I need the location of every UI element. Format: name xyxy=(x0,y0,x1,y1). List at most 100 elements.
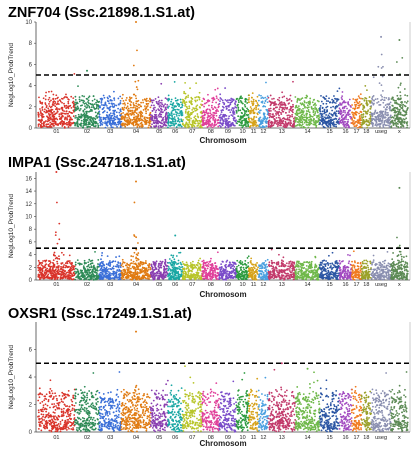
data-point xyxy=(164,114,167,117)
data-point xyxy=(109,99,112,102)
data-point xyxy=(303,101,306,104)
data-point xyxy=(239,116,242,119)
data-point xyxy=(330,113,333,116)
peak-top-point xyxy=(86,69,89,72)
data-point xyxy=(47,123,50,126)
peak-point xyxy=(53,271,56,273)
data-point xyxy=(42,97,45,100)
data-point xyxy=(69,266,72,269)
data-point xyxy=(40,122,43,125)
data-point xyxy=(201,123,204,126)
peak-point xyxy=(173,258,176,261)
chromosome-14-points xyxy=(294,94,321,129)
data-point xyxy=(66,112,68,115)
data-point xyxy=(369,113,371,116)
data-point xyxy=(121,97,124,100)
data-point xyxy=(118,111,121,114)
data-point xyxy=(373,102,375,105)
data-point xyxy=(117,266,120,269)
data-point xyxy=(249,106,252,108)
data-point xyxy=(312,123,315,126)
data-point xyxy=(98,113,101,116)
data-point xyxy=(179,268,182,271)
data-point xyxy=(163,109,166,112)
data-point xyxy=(113,112,116,115)
data-point xyxy=(251,92,254,95)
data-point xyxy=(237,115,240,118)
data-point xyxy=(301,120,304,123)
data-point xyxy=(120,112,123,115)
data-point xyxy=(372,76,375,79)
data-point xyxy=(227,121,230,124)
data-point xyxy=(353,111,355,114)
data-point xyxy=(119,108,122,111)
data-point xyxy=(160,262,163,265)
data-point xyxy=(47,109,50,112)
data-point xyxy=(406,126,408,129)
data-point xyxy=(88,271,91,274)
data-point xyxy=(48,100,51,103)
data-point xyxy=(392,109,395,112)
data-point xyxy=(232,99,235,101)
data-point xyxy=(249,126,251,128)
data-point xyxy=(153,104,155,107)
chromosome-x-points xyxy=(390,39,409,129)
data-point xyxy=(257,111,260,114)
data-point xyxy=(66,117,68,119)
data-point xyxy=(283,101,285,104)
data-point xyxy=(320,112,322,115)
data-point xyxy=(190,100,193,103)
data-point xyxy=(225,119,227,122)
data-point xyxy=(131,274,134,277)
data-point xyxy=(262,105,265,108)
data-point xyxy=(250,107,253,110)
data-point xyxy=(46,120,49,123)
data-point xyxy=(147,108,149,111)
data-point xyxy=(338,117,341,120)
data-point xyxy=(185,101,188,103)
peak-point xyxy=(136,257,139,260)
data-point xyxy=(72,109,75,112)
data-point xyxy=(181,104,184,107)
peak-point xyxy=(399,82,402,85)
data-point xyxy=(389,108,391,111)
data-point xyxy=(181,120,184,123)
data-point xyxy=(305,110,308,112)
data-point xyxy=(104,118,107,121)
peak-point xyxy=(379,110,381,113)
data-point xyxy=(292,111,294,114)
data-point xyxy=(159,121,162,124)
data-point xyxy=(227,101,230,104)
data-point xyxy=(146,273,149,276)
data-point xyxy=(214,88,217,91)
data-point xyxy=(360,116,363,118)
data-point xyxy=(43,108,46,111)
data-point xyxy=(119,100,122,102)
data-point xyxy=(234,106,237,108)
data-point xyxy=(359,103,361,106)
data-point xyxy=(41,106,44,108)
data-point xyxy=(68,254,71,257)
data-point xyxy=(212,96,215,99)
data-point xyxy=(109,122,112,125)
data-point xyxy=(400,125,402,128)
chromosome-label: x xyxy=(398,129,401,135)
data-point xyxy=(118,274,121,277)
chromosome-13-points xyxy=(267,80,296,129)
y-tick-label: 4 xyxy=(29,84,33,90)
data-point xyxy=(341,91,344,93)
data-point xyxy=(80,119,83,122)
data-point xyxy=(55,112,58,114)
data-point xyxy=(155,113,157,116)
data-point xyxy=(289,94,292,97)
data-point xyxy=(158,109,161,112)
data-point xyxy=(164,112,167,115)
data-point xyxy=(327,114,330,117)
data-point xyxy=(340,112,343,115)
data-point xyxy=(132,271,135,274)
data-point xyxy=(162,118,164,121)
data-point xyxy=(179,261,182,264)
data-point xyxy=(130,273,133,276)
data-point xyxy=(96,117,98,119)
data-point xyxy=(309,115,312,118)
